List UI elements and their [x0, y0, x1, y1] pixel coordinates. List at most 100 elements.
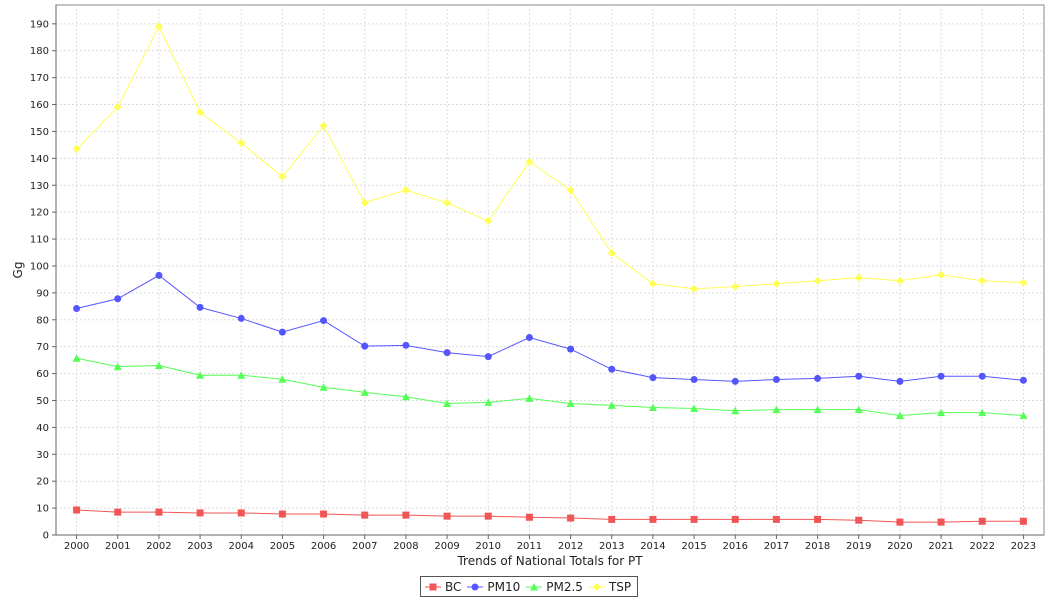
data-point-tsp: [278, 172, 287, 181]
legend-item-pm2-5: PM2.5: [526, 580, 583, 594]
legend-item-bc: BC: [425, 580, 461, 594]
data-point-tsp: [813, 276, 822, 285]
axes: [55, 5, 1044, 536]
data-point-pm2-5: [484, 398, 493, 406]
data-point-bc: [361, 511, 369, 519]
data-point-tsp: [978, 276, 987, 285]
x-tick-label: 2005: [270, 541, 295, 552]
data-point-pm2-5: [401, 392, 410, 401]
x-axis-label: Trends of National Totals for PT: [456, 554, 643, 568]
y-tick-label: 0: [43, 531, 49, 542]
data-point-pm10: [237, 314, 245, 322]
data-point-pm10: [484, 353, 492, 361]
data-point-bc: [73, 506, 81, 514]
data-point-bc: [155, 508, 163, 516]
data-point-pm10: [402, 341, 410, 349]
y-axis-label: Gg: [11, 262, 25, 279]
legend-marker-tsp: [592, 582, 601, 591]
data-point-tsp: [237, 139, 246, 148]
data-point-tsp: [154, 22, 163, 31]
data-point-tsp: [648, 279, 657, 288]
y-tick-labels: 0 10 20 30 40 50 60 70 80 90 100 110 120 130 140 150 160…: [30, 19, 56, 542]
legend-label: PM2.5: [546, 579, 583, 594]
data-point-bc: [525, 513, 533, 521]
data-point-bc: [402, 511, 410, 519]
data-point-bc: [814, 515, 822, 523]
data-point-bc: [896, 518, 904, 526]
data-point-bc: [320, 510, 328, 518]
data-point-pm10: [1019, 376, 1027, 384]
y-tick-label: 60: [36, 369, 49, 380]
x-tick-label: 2019: [846, 541, 871, 552]
data-point-pm2-5: [1019, 411, 1028, 420]
x-tick-label: 2013: [599, 541, 624, 552]
x-tick-label: 2001: [105, 541, 130, 552]
data-point-pm2-5: [360, 388, 369, 396]
series-pm10: [73, 271, 1027, 385]
x-tick-label: 2011: [517, 541, 542, 552]
legend-item-pm10: PM10: [467, 580, 520, 594]
data-point-tsp: [1019, 278, 1028, 287]
data-point-tsp: [525, 157, 534, 166]
data-point-pm10: [937, 372, 945, 380]
x-tick-label: 2020: [887, 541, 912, 552]
data-point-pm2-5: [443, 399, 452, 407]
y-tick-label: 170: [30, 73, 49, 84]
x-tick-label: 2000: [64, 541, 89, 552]
x-tick-label: 2003: [187, 541, 212, 552]
data-point-pm2-5: [895, 411, 904, 420]
data-point-tsp: [731, 282, 740, 291]
data-point-bc: [567, 514, 575, 522]
legend-item-tsp: TSP: [588, 580, 631, 594]
legend: BC PM10 PM2.5 TSP: [420, 576, 639, 597]
x-tick-label: 2012: [558, 541, 583, 552]
data-point-tsp: [443, 198, 452, 207]
y-tick-label: 10: [36, 504, 49, 515]
data-point-pm10: [196, 303, 204, 311]
data-point-tsp: [401, 186, 410, 195]
series-line-pm2-5: [76, 357, 1024, 417]
data-point-pm2-5: [319, 383, 328, 391]
data-point-tsp: [484, 217, 493, 226]
data-point-tsp: [113, 102, 122, 111]
x-tick-label: 2017: [764, 541, 789, 552]
x-tick-label: 2009: [434, 541, 459, 552]
data-point-bc: [443, 512, 451, 520]
data-point-pm2-5: [937, 408, 946, 417]
y-tick-label: 50: [36, 396, 49, 407]
data-point-bc: [690, 515, 698, 523]
data-point-pm2-5: [525, 394, 534, 402]
series-bc: [73, 506, 1027, 526]
data-point-pm10: [772, 375, 780, 383]
data-point-pm10: [649, 374, 657, 382]
data-point-tsp: [895, 276, 904, 285]
series-line-pm10: [76, 274, 1024, 382]
data-point-pm2-5: [690, 404, 699, 413]
data-point-pm2-5: [731, 406, 740, 415]
data-point-tsp: [566, 186, 575, 195]
y-tick-label: 150: [30, 127, 49, 138]
y-tick-label: 130: [30, 181, 49, 192]
y-tick-label: 180: [30, 46, 49, 57]
data-point-pm2-5: [854, 405, 863, 414]
data-point-bc: [278, 510, 286, 518]
x-tick-label: 2006: [311, 541, 336, 552]
x-tick-labels: 2000 2001 2002 2003 2004 2005 2006 2007 2008 2009…: [64, 535, 1036, 552]
data-point-pm2-5: [278, 375, 287, 383]
data-point-tsp: [360, 198, 369, 207]
data-point-pm2-5: [566, 399, 575, 407]
series-line-bc: [76, 509, 1024, 523]
data-point-pm10: [567, 345, 575, 353]
data-point-pm2-5: [648, 403, 657, 411]
data-point-bc: [731, 515, 739, 523]
x-tick-label: 2014: [640, 541, 665, 552]
data-point-tsp: [690, 284, 699, 293]
data-point-pm10: [320, 317, 328, 325]
data-point-bc: [855, 516, 863, 524]
x-tick-label: 2002: [146, 541, 171, 552]
x-tick-label: 2015: [681, 541, 706, 552]
data-point-pm10: [443, 349, 451, 357]
data-point-bc: [649, 515, 657, 523]
legend-swatch-tsp: [588, 582, 605, 591]
